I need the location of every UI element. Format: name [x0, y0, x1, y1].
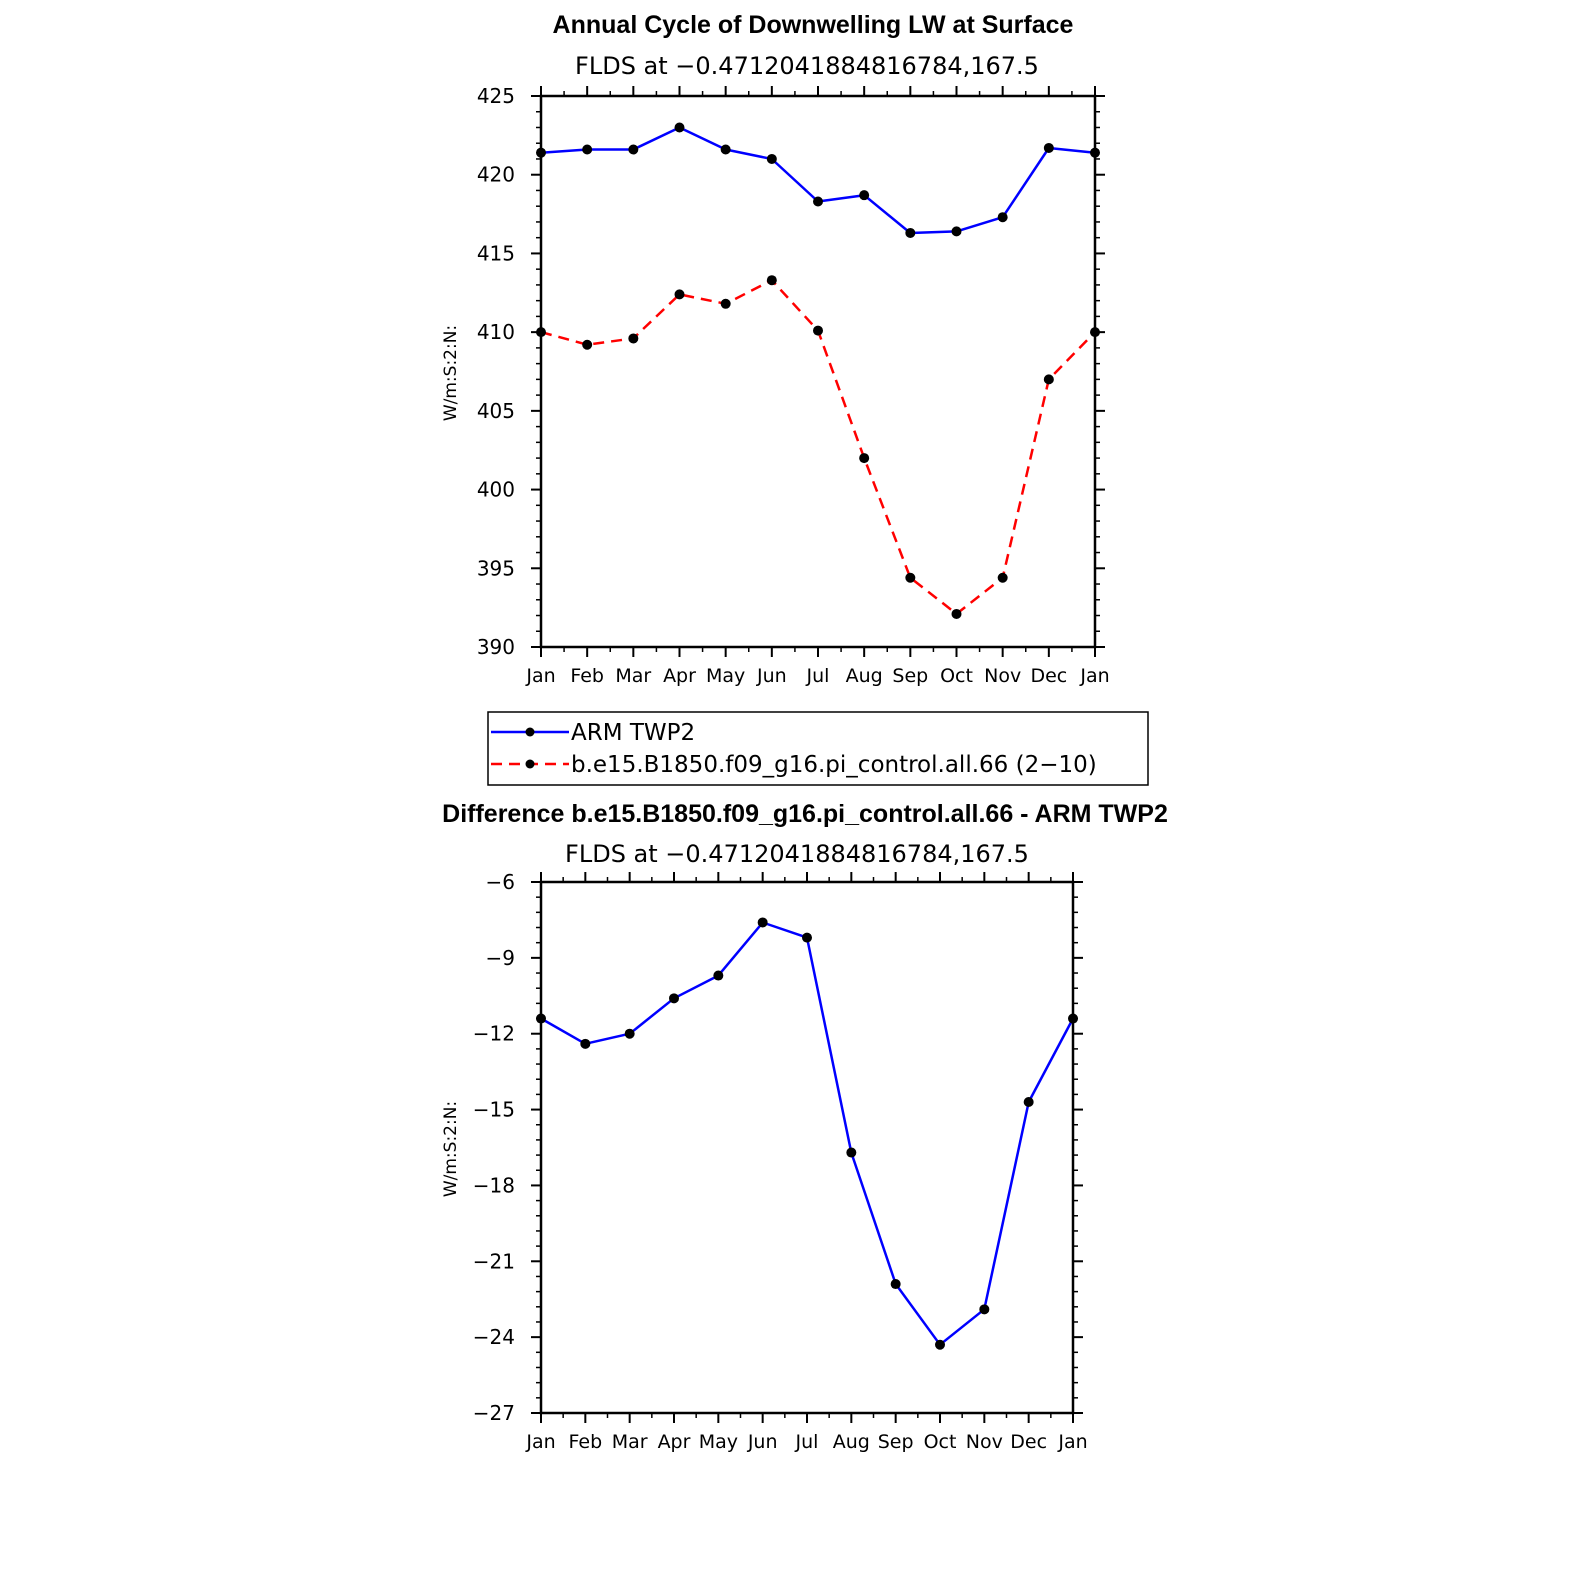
y-tick-label: 405 — [477, 399, 515, 423]
chart1-series — [536, 122, 1100, 619]
series-0-point — [905, 227, 916, 238]
x-tick-label: Feb — [570, 665, 604, 687]
x-tick-label: Sep — [892, 665, 928, 687]
series-0-point — [890, 1279, 901, 1290]
x-tick-label: Oct — [940, 665, 973, 687]
x-tick-label: Apr — [663, 665, 696, 687]
x-tick-label: Oct — [924, 1431, 957, 1453]
series-0-point — [757, 917, 768, 928]
chart1-subtitle: FLDS at −0.4712041884816784,167.5 — [575, 52, 1039, 80]
legend-label-model: b.e15.B1850.f09_g16.pi_control.all.66 (2… — [571, 752, 1097, 778]
chart2-title: Difference b.e15.B1850.f09_g16.pi_contro… — [442, 800, 1168, 828]
y-tick-label: 415 — [477, 241, 515, 265]
series-0-point — [935, 1339, 945, 1350]
x-tick-label: Jul — [795, 1431, 819, 1453]
chart2-ylabel: W/m:S:2:N: — [441, 1101, 461, 1197]
chart1-legend: ARM TWP2 b.e15.B1850.f09_g16.pi_control.… — [487, 711, 1149, 786]
series-0-point — [624, 1028, 635, 1039]
y-tick-label: −6 — [486, 870, 515, 894]
series-1-point — [766, 275, 777, 286]
chart-difference: Difference b.e15.B1850.f09_g16.pi_contro… — [441, 800, 1168, 1453]
x-tick-label: Sep — [878, 1431, 914, 1453]
x-tick-label: Feb — [569, 1431, 603, 1453]
series-0-point — [669, 993, 679, 1004]
series-1-point — [859, 453, 870, 464]
x-tick-label: May — [699, 1431, 738, 1453]
x-tick-label: Jan — [1079, 665, 1109, 687]
x-tick-label: Jan — [525, 1431, 555, 1453]
series-0-point — [713, 970, 724, 981]
x-tick-label: Dec — [1010, 1431, 1047, 1453]
chart2-plot-frame — [539, 880, 1075, 1415]
series-0-point — [580, 1038, 591, 1049]
y-tick-label: 410 — [477, 320, 515, 344]
x-tick-label: Mar — [615, 665, 651, 687]
legend-marker-model — [525, 759, 535, 769]
y-tick-label: −15 — [473, 1098, 515, 1122]
chart2-ticks: Jan Feb Mar Apr May Jun Jul Aug Sep Oct Nov Dec Jan−… — [473, 870, 1088, 1453]
x-tick-label: Jun — [756, 665, 787, 687]
legend-entry-model: b.e15.B1850.f09_g16.pi_control.all.66 (2… — [491, 752, 1097, 778]
x-tick-label: Nov — [966, 1431, 1003, 1453]
x-tick-label: Aug — [833, 1431, 870, 1453]
y-tick-label: −24 — [473, 1325, 515, 1349]
series-1-point — [951, 608, 962, 619]
series-0-point — [813, 196, 823, 207]
series-1-point — [905, 572, 916, 583]
series-0-point — [766, 153, 777, 164]
series-0-point — [846, 1147, 857, 1158]
series-0-point — [628, 144, 639, 155]
series-0-point — [997, 212, 1008, 223]
y-tick-label: 425 — [477, 84, 515, 108]
x-tick-label: Dec — [1030, 665, 1067, 687]
legend-entry-arm: ARM TWP2 — [491, 720, 695, 746]
series-0-point — [951, 226, 962, 237]
y-tick-label: 395 — [477, 556, 515, 580]
series-0-point — [1023, 1096, 1034, 1107]
legend-box — [487, 711, 1149, 786]
x-tick-label: Jan — [525, 665, 555, 687]
series-1-point — [628, 333, 639, 344]
y-tick-label: −21 — [473, 1249, 515, 1273]
series-0-point — [720, 144, 731, 155]
series-1-point — [997, 572, 1008, 583]
x-tick-label: May — [706, 665, 745, 687]
y-tick-label: −18 — [473, 1173, 515, 1197]
chart1-plot-frame — [539, 94, 1097, 649]
x-tick-label: Nov — [984, 665, 1021, 687]
series-1-point — [582, 339, 593, 350]
chart-annual-cycle: Annual Cycle of Downwelling LW at Surfac… — [441, 11, 1110, 687]
x-tick-label: Jun — [747, 1431, 778, 1453]
x-tick-label: Jul — [806, 665, 830, 687]
series-0-point — [859, 190, 870, 201]
y-tick-label: 400 — [477, 478, 515, 502]
chart2-subtitle: FLDS at −0.4712041884816784,167.5 — [565, 840, 1029, 868]
x-tick-label: Apr — [658, 1431, 691, 1453]
y-tick-label: −27 — [473, 1401, 515, 1425]
series-0-point — [674, 122, 685, 133]
legend-marker-arm — [525, 727, 535, 737]
x-tick-label: Jan — [1057, 1431, 1087, 1453]
series-0-point — [582, 144, 593, 155]
y-tick-label: 390 — [477, 635, 515, 659]
series-1-point — [813, 325, 823, 336]
chart1-ticks: Jan Feb Mar Apr May Jun Jul Aug Sep Oct Nov Dec Jan 3… — [477, 84, 1110, 687]
y-tick-label: −12 — [473, 1022, 515, 1046]
y-tick-label: 420 — [477, 163, 515, 187]
x-tick-label: Aug — [846, 665, 883, 687]
series-0-point — [802, 932, 812, 943]
series-1-point — [720, 298, 731, 309]
x-tick-label: Mar — [612, 1431, 648, 1453]
series-0-point — [979, 1304, 990, 1315]
chart1-ylabel: W/m:S:2:N: — [441, 325, 461, 421]
series-1-point — [674, 289, 685, 300]
y-tick-label: −9 — [486, 946, 515, 970]
chart1-title: Annual Cycle of Downwelling LW at Surfac… — [553, 11, 1074, 39]
legend-label-arm: ARM TWP2 — [571, 720, 695, 746]
series-1-point — [1043, 374, 1054, 385]
series-0-point — [1043, 142, 1054, 153]
chart2-series — [536, 917, 1078, 1350]
